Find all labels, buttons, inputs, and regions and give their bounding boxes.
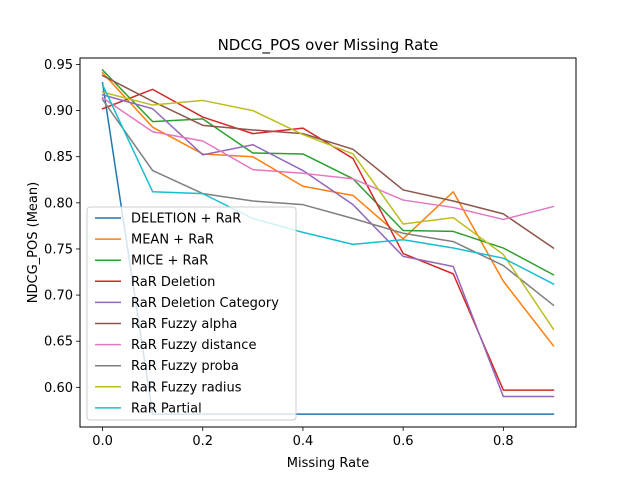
series-line-6 (101, 96, 555, 221)
legend-label-4: RaR Deletion Category (131, 296, 279, 311)
plot-content (101, 68, 555, 415)
y-axis: 0.60 0.65 0.70 0.75 0.80 0.85 0.90 0.95 (44, 58, 80, 396)
x-tick-label: 0.2 (192, 434, 213, 449)
y-tick-label: 0.90 (44, 104, 73, 119)
y-tick-label: 0.85 (44, 150, 73, 165)
x-tick-label: 0.4 (293, 434, 314, 449)
y-tick-label: 0.65 (44, 335, 73, 350)
legend-label-7: RaR Fuzzy proba (131, 359, 239, 374)
legend-label-8: RaR Fuzzy radius (131, 380, 242, 395)
series-line-4 (101, 93, 555, 398)
legend-label-0: DELETION + RaR (131, 212, 241, 227)
series-line-5 (101, 74, 555, 250)
x-tick-label: 0.0 (92, 434, 113, 449)
legend-label-9: RaR Partial (131, 401, 202, 416)
x-tick-label: 0.6 (393, 434, 414, 449)
legend-box (86, 206, 297, 421)
legend-label-2: MICE + RaR (131, 254, 208, 269)
series-line-9 (101, 83, 555, 286)
legend-label-1: MEAN + RaR (131, 233, 214, 248)
y-tick-label: 0.75 (44, 242, 73, 257)
series-line-8 (101, 91, 555, 331)
chart-title: NDCG_POS over Missing Rate (218, 36, 439, 55)
legend-label-3: RaR Deletion (131, 275, 215, 290)
legend: DELETION + RaR MEAN + RaR MICE + RaR RaR De… (86, 206, 297, 421)
x-tick-label: 0.8 (493, 434, 514, 449)
legend-label-6: RaR Fuzzy distance (131, 338, 256, 353)
y-axis-label: NDCG_POS (Mean) (26, 182, 41, 303)
plot-frame (79, 57, 577, 428)
y-tick-label: 0.95 (44, 58, 73, 73)
y-tick-label: 0.80 (44, 196, 73, 211)
x-axis-label: Missing Rate (287, 456, 369, 471)
y-tick-label: 0.70 (44, 289, 73, 304)
legend-label-5: RaR Fuzzy alpha (131, 317, 237, 332)
x-axis: 0.0 0.2 0.4 0.6 0.8 (92, 427, 514, 449)
series-line-2 (101, 68, 555, 276)
y-tick-label: 0.60 (44, 381, 73, 396)
